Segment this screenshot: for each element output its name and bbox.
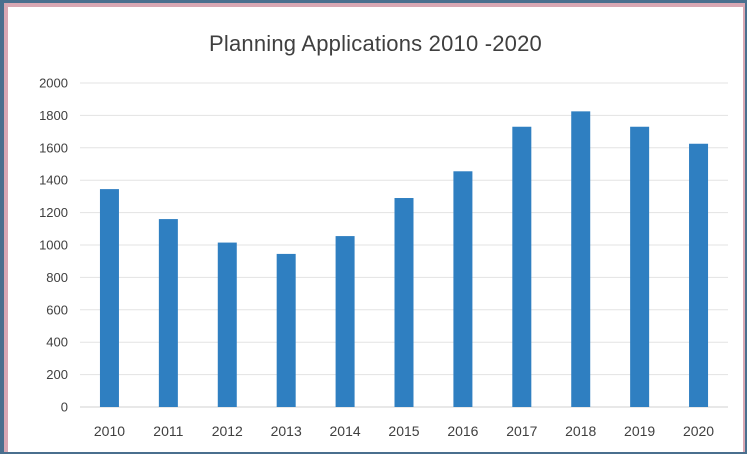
y-tick-label: 0 — [61, 400, 68, 415]
bar-2020 — [689, 143, 709, 407]
x-tick-label: 2012 — [212, 423, 243, 439]
bar-2016 — [453, 171, 473, 407]
y-tick-label: 1600 — [39, 140, 68, 155]
x-tick-label: 2018 — [565, 423, 596, 439]
y-tick-label: 1400 — [39, 173, 68, 188]
x-tick-label: 2013 — [271, 423, 302, 439]
y-tick-label: 2000 — [39, 76, 68, 91]
bar-2010 — [99, 189, 119, 407]
x-tick-label: 2020 — [683, 423, 714, 439]
y-tick-label: 1800 — [39, 108, 68, 123]
bar-2015 — [394, 198, 414, 407]
x-tick-label: 2019 — [624, 423, 655, 439]
chart-title: Planning Applications 2010 -2020 — [209, 31, 542, 56]
bar-2017 — [512, 126, 532, 408]
y-tick-label: 800 — [46, 270, 68, 285]
bar-chart: 0 200 400 600 800 1000 1200 1400 1600 1800 2000 201… — [39, 76, 728, 439]
y-tick-label: 1000 — [39, 238, 68, 253]
bar-2011 — [158, 219, 178, 407]
x-tick-label: 2017 — [506, 423, 537, 439]
bar-2013 — [276, 253, 296, 407]
y-tick-label: 1200 — [39, 205, 68, 220]
y-tick-label: 600 — [46, 302, 68, 317]
x-tick-label: 2011 — [153, 423, 183, 439]
bar-2014 — [335, 236, 355, 407]
bar-2018 — [571, 111, 591, 407]
chart-area: Planning Applications 2010 -2020 0 200 400… — [8, 7, 743, 452]
bar-2012 — [217, 242, 237, 407]
x-tick-label: 2014 — [330, 423, 361, 439]
y-tick-label: 200 — [46, 367, 68, 382]
x-tick-label: 2010 — [94, 423, 125, 439]
x-tick-label: 2016 — [447, 423, 478, 439]
bar-2019 — [630, 126, 650, 408]
x-tick-label: 2015 — [388, 423, 419, 439]
y-tick-label: 400 — [46, 335, 68, 350]
